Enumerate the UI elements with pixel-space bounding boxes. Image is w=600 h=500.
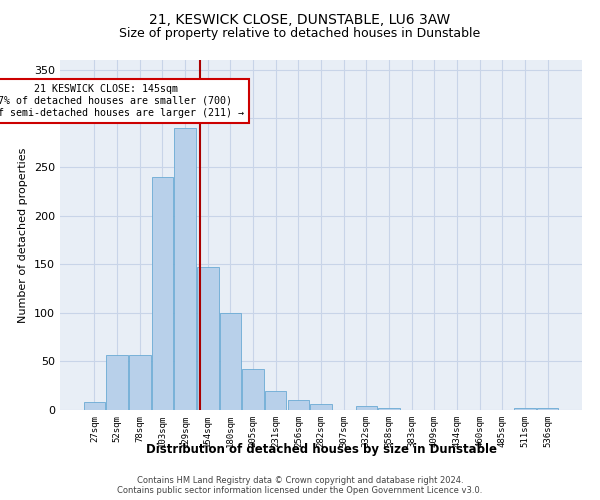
Text: Distribution of detached houses by size in Dunstable: Distribution of detached houses by size …: [146, 442, 497, 456]
Bar: [310, 404, 332, 410]
Bar: [106, 354, 128, 410]
Bar: [287, 400, 309, 410]
Bar: [265, 390, 286, 410]
Bar: [129, 354, 151, 410]
Bar: [220, 313, 241, 410]
Bar: [242, 369, 264, 410]
Bar: [175, 128, 196, 410]
Bar: [537, 408, 558, 410]
Y-axis label: Number of detached properties: Number of detached properties: [19, 148, 28, 322]
Bar: [378, 408, 400, 410]
Bar: [356, 406, 377, 410]
Text: Contains HM Land Registry data © Crown copyright and database right 2024.
Contai: Contains HM Land Registry data © Crown c…: [118, 476, 482, 495]
Text: 21, KESWICK CLOSE, DUNSTABLE, LU6 3AW: 21, KESWICK CLOSE, DUNSTABLE, LU6 3AW: [149, 12, 451, 26]
Bar: [152, 176, 173, 410]
Bar: [514, 408, 536, 410]
Text: 21 KESWICK CLOSE: 145sqm
← 77% of detached houses are smaller (700)
23% of semi-: 21 KESWICK CLOSE: 145sqm ← 77% of detach…: [0, 84, 244, 117]
Text: Size of property relative to detached houses in Dunstable: Size of property relative to detached ho…: [119, 28, 481, 40]
Bar: [84, 402, 105, 410]
Bar: [197, 267, 218, 410]
